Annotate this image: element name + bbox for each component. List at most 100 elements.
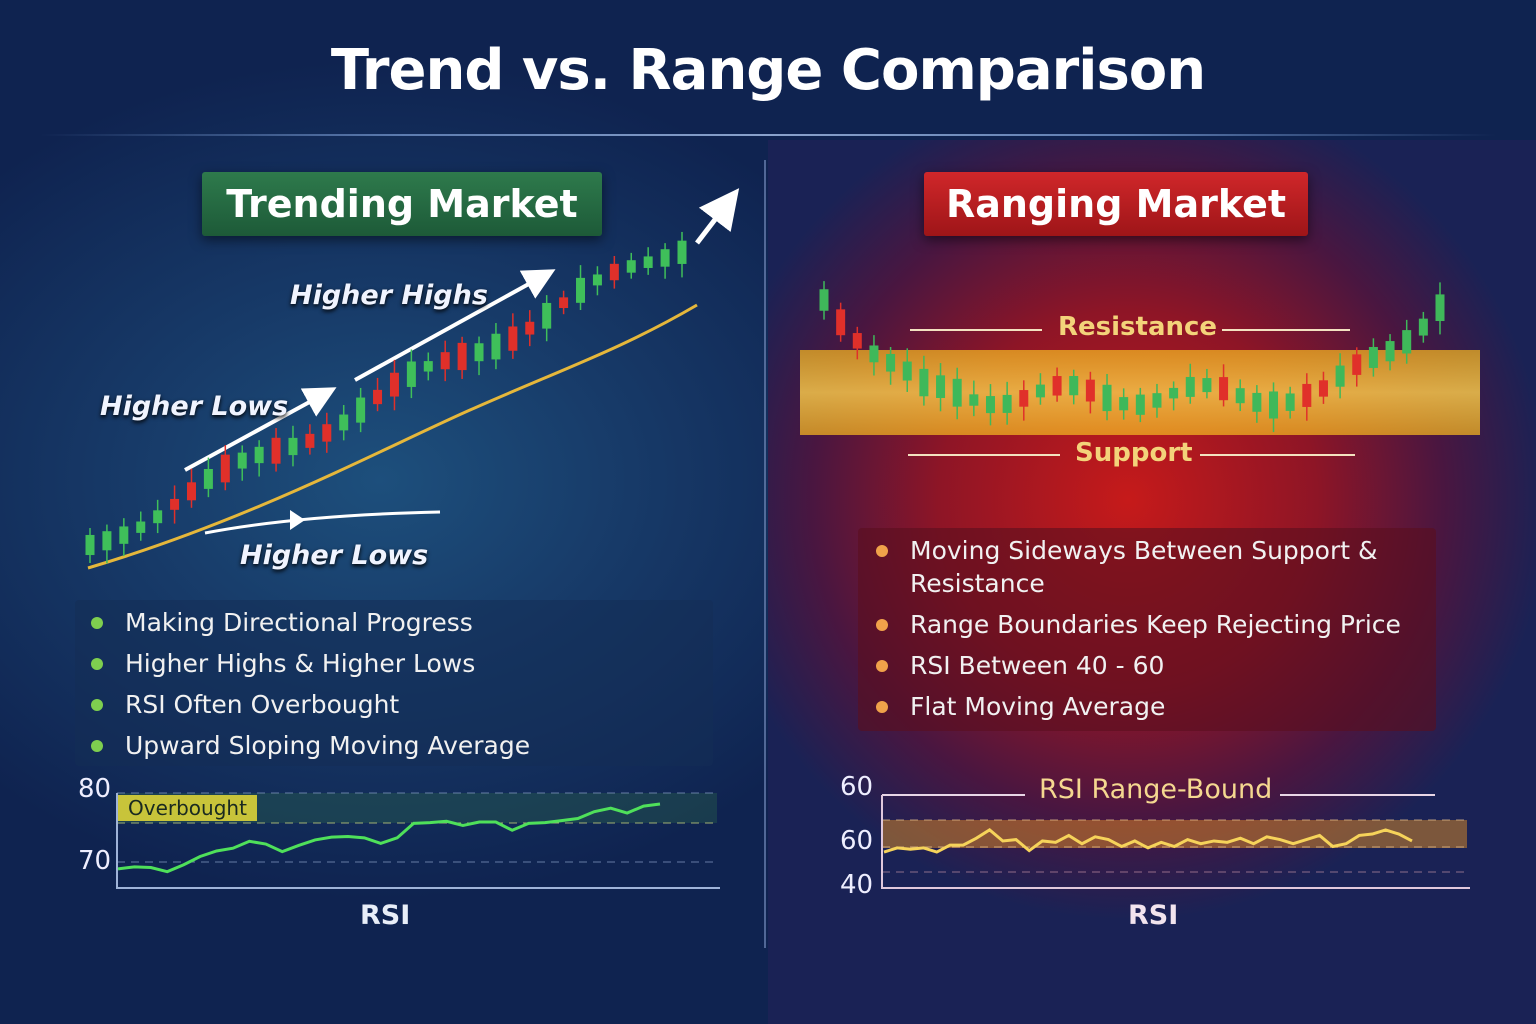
candlestick <box>322 412 332 453</box>
candlestick <box>592 266 602 296</box>
candlestick <box>869 335 879 376</box>
candlestick <box>985 384 995 426</box>
ranging-candles <box>819 281 1445 433</box>
bullet-dot-icon <box>91 617 103 629</box>
ranging-rsi-line <box>883 828 1413 854</box>
trending-characteristics: Making Directional Progress Higher Highs… <box>75 600 713 766</box>
candlestick <box>119 518 129 557</box>
candlestick <box>373 377 383 412</box>
candlestick <box>153 499 163 534</box>
candlestick <box>1019 380 1029 421</box>
bullet-dot-icon <box>876 619 888 631</box>
bullet-dot-icon <box>91 658 103 670</box>
rsi-tick-top: 60 <box>840 772 874 802</box>
candlestick <box>952 367 962 420</box>
candlestick <box>1418 311 1428 343</box>
candlestick <box>1002 381 1012 425</box>
bullet-dot-icon <box>876 701 888 713</box>
bullet-text: Higher Highs & Higher Lows <box>125 649 476 678</box>
candlestick <box>1135 387 1145 423</box>
candlestick <box>936 363 946 412</box>
candlestick <box>85 528 95 563</box>
candlestick <box>1352 347 1362 387</box>
candlestick <box>576 265 586 310</box>
candlestick <box>1252 385 1262 423</box>
candlestick <box>288 425 298 467</box>
rsi-tick-mid: 60 <box>840 826 874 856</box>
rsi-range-bound-title: RSI Range-Bound <box>1039 774 1273 805</box>
bullet-item: Moving Sideways Between Support & Resist… <box>876 534 1406 600</box>
candlestick <box>660 243 670 279</box>
ranging-market-badge: Ranging Market <box>924 172 1308 236</box>
candlestick <box>305 424 315 455</box>
candlestick <box>609 255 619 289</box>
candlestick <box>102 524 112 564</box>
candlestick <box>1269 382 1279 433</box>
rsi-tick-80: 80 <box>78 774 112 804</box>
resistance-label: Resistance <box>1058 312 1218 342</box>
candlestick <box>852 326 862 360</box>
higher-lows-arrow-head <box>290 510 305 530</box>
candlestick <box>677 231 687 278</box>
candlestick <box>1318 371 1328 404</box>
bullet-dot-icon <box>876 660 888 672</box>
candlestick <box>542 295 552 342</box>
bullet-text: RSI Between 40 - 60 <box>910 651 1165 680</box>
bullet-item: Range Boundaries Keep Rejecting Price <box>876 608 1406 641</box>
title-divider <box>40 134 1496 136</box>
candlestick <box>819 281 829 320</box>
candlestick <box>254 440 264 477</box>
moving-average-line <box>87 303 698 570</box>
higher-lows-arrow-top <box>184 387 337 472</box>
candlestick <box>1335 353 1345 399</box>
candlestick <box>136 511 146 541</box>
rsi-tick-70: 70 <box>78 846 112 876</box>
candlestick <box>271 428 281 472</box>
candlestick <box>1219 364 1229 407</box>
candlestick <box>1119 388 1129 420</box>
bullet-item: Flat Moving Average <box>876 690 1406 723</box>
rsi-tick-bottom: 40 <box>840 870 874 900</box>
bullet-text: Range Boundaries Keep Rejecting Price <box>910 610 1401 639</box>
candlestick <box>919 355 929 406</box>
candlestick <box>1069 369 1079 405</box>
candlestick <box>559 290 569 315</box>
trend-up-arrow <box>695 188 740 245</box>
trending-candles <box>85 231 687 564</box>
trending-rsi-title: RSI <box>360 900 411 931</box>
candlestick <box>1035 373 1045 405</box>
candlestick <box>1435 282 1445 335</box>
candlestick <box>1185 363 1195 404</box>
candlestick <box>1202 368 1212 399</box>
candlestick <box>643 247 653 275</box>
candlestick <box>356 387 366 433</box>
bullet-text: Making Directional Progress <box>125 608 473 637</box>
bullet-text: Upward Sloping Moving Average <box>125 731 531 760</box>
candlestick <box>902 348 912 392</box>
candlestick <box>626 252 636 279</box>
page-title: Trend vs. Range Comparison <box>330 38 1206 103</box>
bullet-item: RSI Between 40 - 60 <box>876 649 1406 682</box>
candlestick <box>406 349 416 399</box>
bullet-text: RSI Often Overbought <box>125 690 400 719</box>
candlestick <box>491 323 501 370</box>
bullet-item: Upward Sloping Moving Average <box>91 729 713 762</box>
bullet-text: Moving Sideways Between Support & Resist… <box>910 536 1378 598</box>
candlestick <box>237 445 247 481</box>
rsi-axis-right <box>881 795 1470 889</box>
candlestick <box>1235 379 1245 412</box>
higher-highs-arrow <box>354 269 556 382</box>
candlestick <box>389 359 399 411</box>
candlestick <box>969 380 979 417</box>
panel-divider <box>764 160 766 948</box>
rsi-range-zone <box>882 820 1467 848</box>
higher-lows-arrow-bottom <box>204 510 441 535</box>
candlestick <box>1085 371 1095 414</box>
candlestick <box>1152 383 1162 418</box>
higher-lows-label-bottom: Higher Lows <box>240 540 429 571</box>
ranging-characteristics: Moving Sideways Between Support & Resist… <box>858 528 1436 731</box>
candlestick <box>1385 334 1395 371</box>
candlestick <box>423 352 433 381</box>
candlestick <box>1402 319 1412 364</box>
